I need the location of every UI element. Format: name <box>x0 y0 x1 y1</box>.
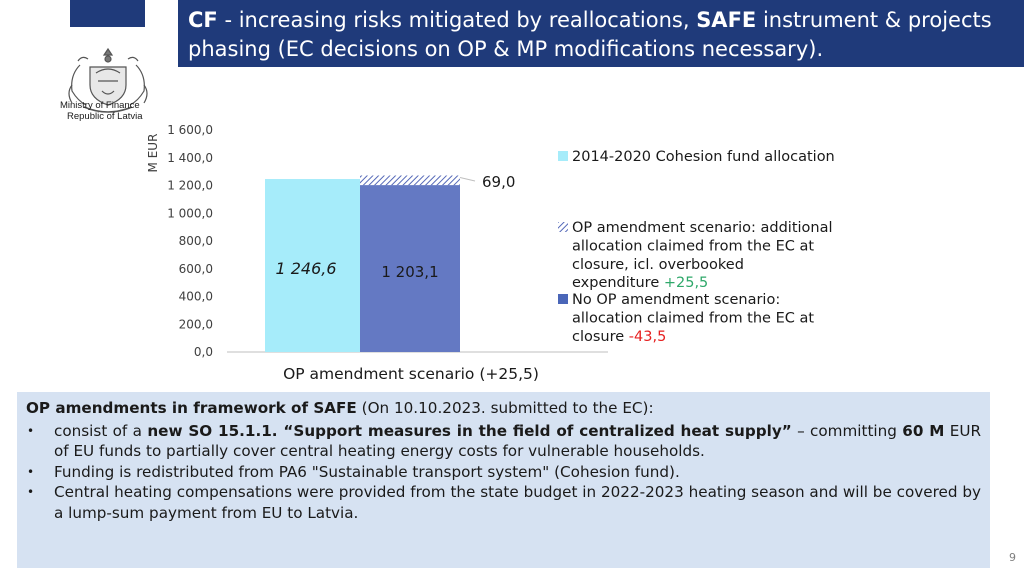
bullet-1-text-a: consist of a <box>54 421 148 440</box>
box-heading: OP amendments in framework of SAFE <box>26 399 357 417</box>
legend-swatch-amendment <box>558 222 568 232</box>
bullet-1-text-b: – committing <box>791 421 903 440</box>
data-label-allocation: 1 246,6 <box>275 259 336 278</box>
header-accent-block <box>70 0 145 27</box>
legend-swatch-no-amendment <box>558 294 568 304</box>
bullet-1-text-c: EUR of EU funds to partially cover centr… <box>54 421 981 461</box>
y-tick-label: 0,0 <box>194 345 213 359</box>
y-tick-label: 1 000,0 <box>167 206 213 220</box>
box-heading-line: OP amendments in framework of SAFE (On 1… <box>26 398 981 419</box>
bar-segment-amendment-additional <box>360 175 460 186</box>
page-number: 9 <box>1009 551 1016 564</box>
ministry-line-1: Ministry of Finance <box>60 100 140 111</box>
data-label-no-amendment: 1 203,1 <box>381 263 438 281</box>
legend-label-amendment: expenditure +25,5 <box>572 275 708 291</box>
bullet-item-2: Funding is redistributed from PA6 "Susta… <box>26 462 981 483</box>
bullet-1-bold: new SO 15.1.1. “Support measures in the … <box>147 421 792 440</box>
data-label-additional: 69,0 <box>482 173 515 191</box>
slide-title: CF - increasing risks mitigated by reall… <box>178 0 1024 67</box>
y-tick-label: 1 600,0 <box>167 123 213 137</box>
legend-label-amendment: allocation claimed from the EC at <box>572 238 814 254</box>
legend-label-amendment: closure, icl. overbooked <box>572 257 744 273</box>
legend-label-amendment: OP amendment scenario: additional <box>572 220 833 236</box>
bullet-list: consist of a new SO 15.1.1. “Support mea… <box>26 421 981 524</box>
legend-label-no-amendment: allocation claimed from the EC at <box>572 310 814 326</box>
legend-label-no-amendment: closure -43,5 <box>572 329 666 345</box>
legend-swatch-allocation <box>558 151 568 161</box>
info-textbox: OP amendments in framework of SAFE (On 1… <box>17 392 990 568</box>
y-tick-label: 200,0 <box>179 317 213 331</box>
y-axis-label: M EUR <box>146 134 160 173</box>
y-tick-label: 600,0 <box>179 262 213 276</box>
y-tick-label: 800,0 <box>179 234 213 248</box>
ministry-line-2: Republic of Latvia <box>67 111 143 122</box>
ministry-label: Ministry of Finance Republic of Latvia <box>60 100 143 122</box>
leader-line <box>459 177 476 182</box>
y-tick-label: 1 400,0 <box>167 151 213 165</box>
y-tick-label: 1 200,0 <box>167 179 213 193</box>
bar-segment-no-amendment <box>360 185 460 352</box>
title-cf: CF <box>188 8 218 32</box>
x-axis-label: OP amendment scenario (+25,5) <box>283 365 539 383</box>
legend-value-no-amendment: -43,5 <box>624 329 666 345</box>
title-safe: SAFE <box>696 8 757 32</box>
box-heading-rest: (On 10.10.2023. submitted to the EC): <box>356 399 654 417</box>
legend-label-allocation: 2014-2020 Cohesion fund allocation <box>572 149 835 165</box>
bullet-1-bold-2: 60 M <box>902 421 945 440</box>
bar-cohesion-allocation <box>265 179 360 352</box>
title-text-2: instrument & projects phasing (EC decisi… <box>188 8 992 61</box>
stacked-bar-chart: M EUR 0,0 200,0 400,0 600,0 800,0 1 000,0 1 20… <box>146 123 835 383</box>
y-tick-label: 400,0 <box>179 290 213 304</box>
legend-value-amendment: +25,5 <box>659 275 708 291</box>
coat-of-arms-icon <box>68 47 148 113</box>
bullet-item-3: Central heating compensations were provi… <box>26 482 981 523</box>
bullet-item-1: consist of a new SO 15.1.1. “Support mea… <box>26 421 981 462</box>
title-text-1: - increasing risks mitigated by realloca… <box>217 8 697 32</box>
legend-label-no-amendment: No OP amendment scenario: <box>572 292 780 308</box>
